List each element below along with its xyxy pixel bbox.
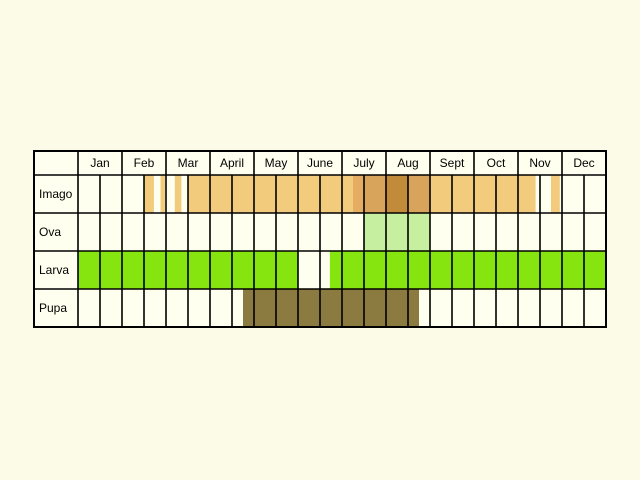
row-label: Larva — [39, 263, 69, 277]
span-imago-4 — [353, 175, 364, 213]
span-ova-0 — [364, 213, 430, 251]
span-imago-7 — [408, 175, 430, 213]
row-label: Ova — [39, 225, 61, 239]
span-imago-0 — [144, 175, 154, 213]
month-label: Mar — [178, 156, 199, 170]
label-layer: Jan Feb Mar April May June July Aug Sept Oct Nov De… — [39, 156, 595, 315]
month-label: Oct — [487, 156, 506, 170]
span-imago-5 — [364, 175, 386, 213]
month-label: Jan — [90, 156, 109, 170]
grid-layer — [33, 150, 607, 328]
month-label: Sept — [440, 156, 465, 170]
month-label: May — [265, 156, 288, 170]
span-imago-2 — [174, 175, 182, 213]
span-pupa-0 — [243, 289, 408, 327]
month-label: April — [220, 156, 244, 170]
span-imago-9 — [551, 175, 560, 213]
month-label: Nov — [529, 156, 550, 170]
month-label: July — [353, 156, 374, 170]
span-pupa-1 — [408, 289, 419, 327]
table-border — [33, 150, 607, 328]
row-label: Imago — [39, 187, 73, 201]
span-imago-8 — [430, 175, 536, 213]
span-imago-6 — [386, 175, 408, 213]
month-label: Dec — [573, 156, 594, 170]
span-imago-3 — [188, 175, 353, 213]
month-label: Feb — [134, 156, 155, 170]
month-label: June — [307, 156, 333, 170]
span-larva-1 — [329, 251, 606, 289]
month-label: Aug — [397, 156, 418, 170]
span-imago-1 — [160, 175, 165, 213]
row-label: Pupa — [39, 301, 67, 315]
